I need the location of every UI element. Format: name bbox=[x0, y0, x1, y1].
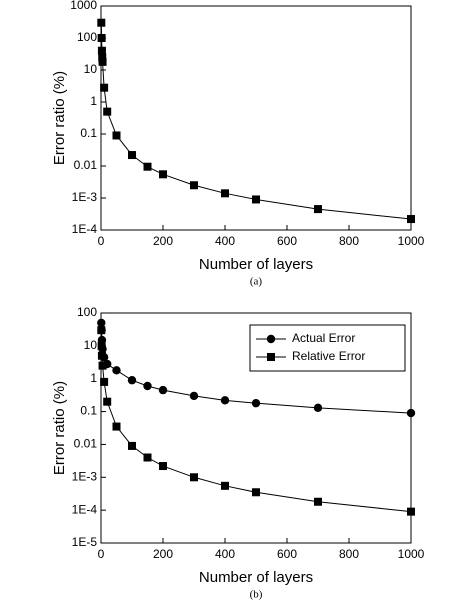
marker bbox=[128, 151, 136, 160]
marker bbox=[98, 361, 107, 370]
x-tick-label: 200 bbox=[153, 234, 173, 248]
marker bbox=[98, 57, 107, 66]
marker bbox=[159, 462, 167, 471]
marker bbox=[128, 441, 136, 450]
y-tick-label: 1E-3 bbox=[72, 190, 98, 204]
marker bbox=[158, 385, 168, 395]
marker bbox=[406, 408, 416, 418]
marker bbox=[112, 131, 121, 140]
marker bbox=[97, 351, 106, 360]
x-tick-label: 0 bbox=[98, 547, 105, 561]
x-tick-label: 1000 bbox=[398, 547, 425, 561]
y-tick-label: 100 bbox=[77, 30, 97, 44]
y-tick-label: 1000 bbox=[70, 0, 97, 12]
marker bbox=[143, 162, 152, 171]
y-tick-label: 0.01 bbox=[74, 437, 98, 451]
y-axis-label: Error ratio (%) bbox=[51, 381, 68, 475]
marker bbox=[159, 170, 167, 179]
marker bbox=[267, 353, 275, 361]
marker bbox=[100, 83, 109, 92]
y-tick-label: 1 bbox=[90, 371, 97, 385]
y-tick-label: 0.1 bbox=[80, 404, 97, 418]
y-tick-label: 0.01 bbox=[74, 158, 98, 172]
marker bbox=[407, 507, 415, 516]
marker bbox=[252, 488, 260, 497]
plot-frame bbox=[100, 312, 412, 544]
marker bbox=[220, 396, 230, 405]
marker bbox=[221, 481, 229, 490]
x-tick-label: 400 bbox=[215, 547, 235, 561]
x-tick-label: 200 bbox=[153, 547, 173, 561]
marker bbox=[112, 366, 121, 375]
series-line bbox=[100, 22, 412, 220]
marker bbox=[252, 195, 260, 204]
y-tick-label: 1 bbox=[90, 94, 97, 108]
marker bbox=[313, 403, 323, 413]
y-tick-label: 1E-4 bbox=[72, 222, 98, 236]
marker bbox=[112, 422, 121, 431]
x-tick-label: 800 bbox=[339, 547, 359, 561]
y-axis-label: Error ratio (%) bbox=[51, 71, 68, 165]
legend-box bbox=[249, 324, 406, 372]
legend-label: Actual Error bbox=[292, 331, 355, 345]
marker bbox=[221, 189, 229, 198]
x-tick-label: 400 bbox=[215, 234, 235, 248]
x-tick-label: 600 bbox=[277, 234, 297, 248]
marker bbox=[97, 341, 106, 350]
caption: (a) bbox=[250, 276, 263, 288]
marker bbox=[143, 381, 152, 391]
marker bbox=[103, 107, 112, 116]
y-tick-label: 0.1 bbox=[80, 126, 97, 140]
marker bbox=[251, 398, 261, 408]
marker bbox=[190, 473, 198, 482]
marker bbox=[266, 334, 276, 344]
marker bbox=[97, 318, 106, 328]
x-axis-label: Number of layers bbox=[199, 569, 313, 586]
marker bbox=[190, 181, 198, 190]
y-tick-label: 10 bbox=[84, 62, 98, 76]
marker bbox=[143, 453, 152, 462]
marker bbox=[189, 391, 199, 401]
marker bbox=[97, 18, 106, 27]
x-tick-label: 0 bbox=[98, 234, 105, 248]
marker bbox=[97, 34, 106, 42]
x-tick-label: 1000 bbox=[398, 234, 425, 248]
marker bbox=[407, 215, 415, 224]
marker bbox=[314, 497, 322, 506]
marker bbox=[314, 205, 322, 214]
legend-label: Relative Error bbox=[292, 349, 365, 363]
y-tick-label: 1E-5 bbox=[72, 535, 98, 549]
plot-frame bbox=[100, 5, 412, 231]
marker bbox=[127, 376, 137, 385]
y-tick-label: 100 bbox=[77, 305, 97, 319]
marker bbox=[98, 53, 107, 62]
marker bbox=[100, 377, 109, 386]
y-tick-label: 1E-3 bbox=[72, 469, 98, 483]
x-axis-label: Number of layers bbox=[199, 256, 313, 273]
y-tick-label: 1E-4 bbox=[72, 502, 98, 516]
caption: (b) bbox=[250, 589, 263, 601]
marker bbox=[97, 46, 106, 55]
marker bbox=[97, 326, 106, 335]
x-tick-label: 600 bbox=[277, 547, 297, 561]
marker bbox=[103, 397, 112, 406]
x-tick-label: 800 bbox=[339, 234, 359, 248]
y-tick-label: 10 bbox=[84, 338, 98, 352]
